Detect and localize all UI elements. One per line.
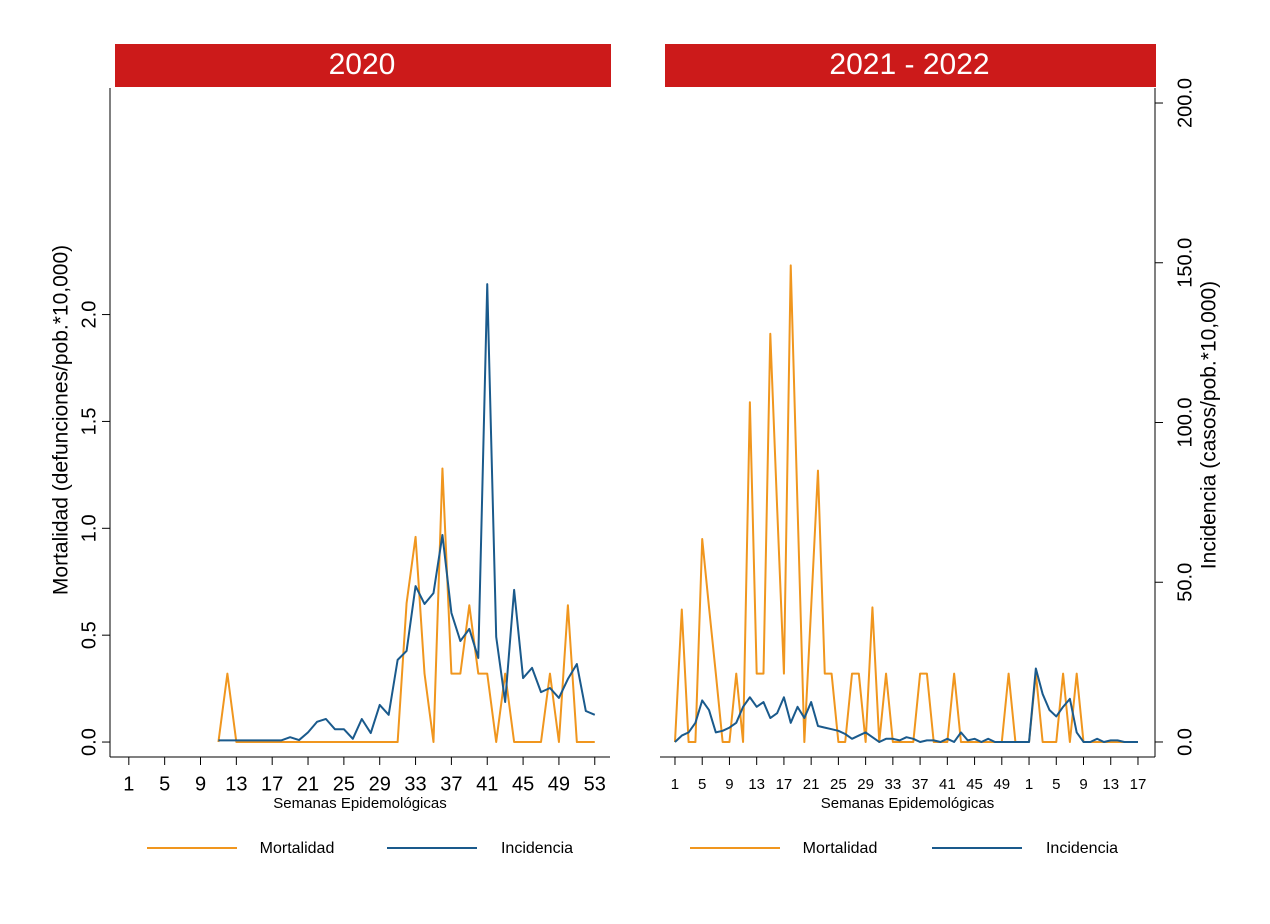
- x-tick-label: 33: [404, 773, 426, 795]
- y2-tick-label: 200.0: [1174, 78, 1196, 128]
- x-tick-label: 33: [885, 776, 902, 793]
- x-axis-title: Semanas Epidemológicas: [821, 795, 994, 812]
- x-tick-label: 49: [993, 776, 1010, 793]
- panel-title-band: [115, 44, 611, 87]
- x-tick-label: 13: [225, 773, 247, 795]
- panel-title: 2020: [329, 48, 396, 81]
- legend-label: Incidencia: [1046, 840, 1118, 857]
- x-tick-label: 17: [1130, 776, 1147, 793]
- y-tick-label: 2.0: [78, 301, 100, 329]
- y2-tick-label: 0.0: [1174, 728, 1196, 756]
- x-tick-label: 1: [671, 776, 679, 793]
- x-tick-label: 29: [369, 773, 391, 795]
- legend-label: Mortalidad: [260, 840, 335, 857]
- x-axis-title: Semanas Epidemológicas: [273, 795, 446, 812]
- x-tick-label: 49: [548, 773, 570, 795]
- y-tick-label: 0.5: [78, 621, 100, 649]
- y2-tick-label: 100.0: [1174, 397, 1196, 447]
- x-tick-label: 13: [1102, 776, 1119, 793]
- x-tick-label: 5: [159, 773, 170, 795]
- y2-tick-label: 50.0: [1174, 563, 1196, 602]
- panel-title-band: [665, 44, 1156, 87]
- x-tick-label: 1: [1025, 776, 1033, 793]
- panel-title: 2021 - 2022: [829, 48, 989, 81]
- x-tick-label: 9: [725, 776, 733, 793]
- legend-label: Incidencia: [501, 840, 573, 857]
- x-tick-label: 37: [440, 773, 462, 795]
- x-tick-label: 41: [476, 773, 498, 795]
- series-line: [217, 467, 595, 744]
- x-tick-label: 25: [333, 773, 355, 795]
- x-tick-label: 5: [698, 776, 706, 793]
- x-tick-label: 17: [261, 773, 283, 795]
- x-tick-label: 1: [123, 773, 134, 795]
- x-tick-label: 13: [748, 776, 765, 793]
- x-tick-label: 17: [776, 776, 793, 793]
- x-tick-label: 41: [939, 776, 956, 793]
- x-tick-label: 53: [584, 773, 606, 795]
- x-tick-label: 5: [1052, 776, 1060, 793]
- x-tick-label: 25: [830, 776, 847, 793]
- x-tick-label: 45: [966, 776, 983, 793]
- y-axis-title: Mortalidad (defunciones/pob.*10,000): [50, 245, 73, 595]
- y-tick-label: 1.5: [78, 408, 100, 436]
- y-tick-label: 0.0: [78, 728, 100, 756]
- series-line: [673, 264, 1138, 744]
- x-tick-label: 9: [195, 773, 206, 795]
- x-tick-label: 9: [1079, 776, 1087, 793]
- y-tick-label: 1.0: [78, 514, 100, 542]
- y2-axis-title: Incidencia (casos/pob.*10,000): [1198, 281, 1221, 569]
- x-tick-label: 37: [912, 776, 929, 793]
- series-line: [218, 283, 596, 742]
- legend-label: Mortalidad: [803, 840, 878, 857]
- series-line: [674, 667, 1138, 743]
- y2-tick-label: 150.0: [1174, 238, 1196, 288]
- x-tick-label: 21: [803, 776, 820, 793]
- x-tick-label: 45: [512, 773, 534, 795]
- x-tick-label: 21: [297, 773, 319, 795]
- x-tick-label: 29: [857, 776, 874, 793]
